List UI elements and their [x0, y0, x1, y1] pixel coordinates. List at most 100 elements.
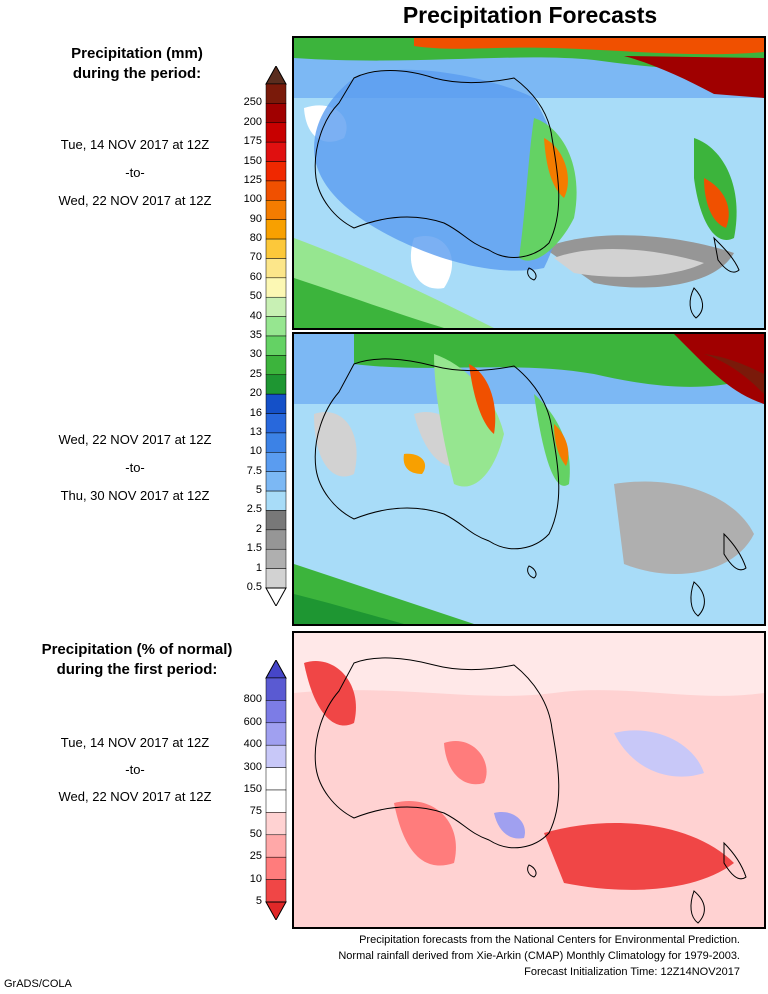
colorbar-tick-label: 5: [255, 484, 262, 497]
colorbar-swatch: [265, 452, 287, 472]
colorbar-swatch: [265, 722, 287, 746]
footer-line-1: Precipitation forecasts from the Nationa…: [359, 934, 740, 946]
footer-line-3: Forecast Initialization Time: 12Z14NOV20…: [524, 966, 740, 978]
footer-line-2: Normal rainfall derived from Xie-Arkin (…: [338, 950, 740, 962]
colorbar-tick-label: 150: [243, 783, 262, 795]
colorbar-tick-label: 800: [243, 693, 262, 706]
colorbar-swatch: [265, 393, 287, 414]
colorbar-swatch: [265, 180, 287, 201]
colorbar-swatch: [265, 277, 287, 298]
footer-notes: Precipitation forecasts from the Nationa…: [338, 932, 740, 980]
colorbar-swatch: [265, 744, 287, 768]
colorbar-swatch: [265, 83, 287, 104]
colorbar-tick-label: 0.5: [246, 581, 262, 593]
colorbar-swatch: [265, 856, 287, 880]
colorbar-swatch: [265, 490, 287, 511]
colorbar-swatch: [265, 812, 287, 836]
colorbar-swatch: [265, 335, 287, 356]
precip-mm-heading: Precipitation (mm) during the period:: [0, 44, 274, 84]
period1-start: Tue, 14 NOV 2017 at 12Z: [60, 137, 210, 152]
period3-start: Tue, 14 NOV 2017 at 12Z: [60, 735, 210, 750]
colorbar-tick-label: 25: [249, 367, 262, 380]
map-panel-percent-normal: [292, 631, 766, 929]
period1-end: Wed, 22 NOV 2017 at 12Z: [58, 193, 212, 208]
colorbar-tick-label: 200: [243, 115, 262, 128]
colorbar-swatch: [265, 767, 287, 791]
colorbar-bottom-arrow: [265, 901, 287, 920]
colorbar-tick-label: 2.5: [246, 503, 262, 516]
colorbar-swatch: [265, 471, 287, 492]
colorbar-tick-label: 20: [249, 387, 262, 400]
colorbar-tick-label: 80: [249, 232, 262, 245]
colorbar-swatch: [265, 296, 287, 317]
colorbar-swatch: [265, 834, 287, 858]
colorbar-swatch: [265, 103, 287, 124]
colorbar-tick-label: 13: [249, 425, 262, 438]
colorbar-swatch: [265, 432, 287, 453]
colorbar-tick-label: 25: [249, 850, 262, 863]
colorbar-tick-label: 30: [249, 348, 262, 361]
colorbar-swatch: [265, 258, 287, 279]
colorbar-swatch: [265, 510, 287, 531]
heading-line-2: during the first period:: [56, 661, 218, 678]
colorbar-tick-label: 150: [243, 154, 262, 167]
colorbar-tick-label: 90: [249, 212, 262, 225]
colorbar-swatch: [265, 200, 287, 220]
period2-sep: -to-: [125, 460, 145, 475]
colorbar-tick-label: 35: [249, 329, 262, 341]
colorbar-tick-label: 60: [249, 270, 262, 283]
colorbar-swatch: [265, 161, 287, 182]
colorbar-top-arrow: [265, 660, 287, 679]
colorbar-tick-label: 600: [243, 715, 262, 728]
period3-sep: -to-: [125, 762, 145, 777]
colorbar-swatch: [265, 122, 287, 143]
colorbar-tick-label: 10: [249, 872, 262, 885]
colorbar-tick-label: 16: [249, 406, 262, 419]
colorbar-tick-label: 300: [243, 760, 262, 773]
mm-colorbar: 250 200 175 150 125 100 90 80 70 60 50 40 35 30 25 20 16…: [230, 66, 290, 606]
percent-normal-map: [294, 633, 764, 927]
colorbar-tick-label: 70: [249, 251, 262, 264]
colorbar-tick-label: 7.5: [246, 464, 262, 477]
colorbar-tick-label: 50: [249, 290, 262, 303]
precip-pct-heading: Precipitation (% of normal) during the f…: [0, 640, 274, 680]
colorbar-tick-label: 5: [255, 895, 262, 907]
colorbar-graphic: [265, 660, 287, 920]
colorbar-tick-label: 40: [249, 309, 262, 322]
colorbar-swatch: [265, 677, 287, 701]
colorbar-swatch: [265, 238, 287, 259]
colorbar-tick-label: 1.5: [246, 542, 262, 555]
period2-start: Wed, 22 NOV 2017 at 12Z: [58, 432, 212, 447]
period2-end: Thu, 30 NOV 2017 at 12Z: [60, 488, 210, 503]
colorbar-tick-label: 100: [243, 193, 262, 206]
map-panel-period1: [292, 36, 766, 330]
colorbar-tick-label: 50: [249, 827, 262, 840]
colorbar-graphic: [265, 66, 287, 606]
colorbar-tick-label: 2: [255, 522, 262, 535]
heading-line-1: Precipitation (% of normal): [41, 641, 233, 658]
map-panel-period2: [292, 332, 766, 626]
colorbar-top-arrow: [265, 66, 287, 85]
period3-end: Wed, 22 NOV 2017 at 12Z: [58, 789, 212, 804]
period1-sep: -to-: [125, 165, 145, 180]
colorbar-swatch: [265, 700, 287, 724]
colorbar-swatch: [265, 548, 287, 569]
colorbar-tick-label: 400: [243, 738, 262, 751]
colorbar-tick-label: 10: [249, 445, 262, 458]
pct-colorbar: 800 600 400 300 150 75 50 25 10 5: [230, 660, 290, 920]
credit-label: GrADS/COLA: [4, 978, 72, 990]
colorbar-swatch: [265, 789, 287, 813]
colorbar-swatch: [265, 529, 287, 550]
colorbar-tick-label: 250: [243, 96, 262, 109]
colorbar-swatch: [265, 413, 287, 434]
colorbar-tick-label: 175: [243, 135, 262, 148]
precip-map-2: [294, 334, 764, 624]
colorbar-bottom-arrow: [265, 587, 287, 606]
colorbar-swatch: [265, 568, 287, 589]
colorbar-swatch: [265, 355, 287, 376]
colorbar-tick-label: 75: [249, 805, 262, 818]
colorbar-swatch: [265, 141, 287, 162]
colorbar-tick-label: 1: [255, 561, 262, 574]
colorbar-swatch: [265, 219, 287, 240]
colorbar-tick-label: 125: [243, 173, 262, 186]
